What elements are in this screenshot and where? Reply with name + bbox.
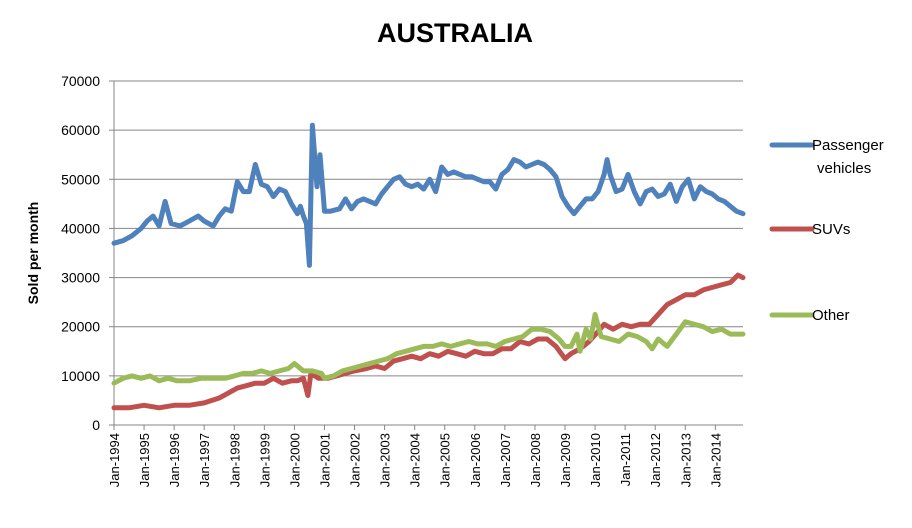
x-tick-label: Jan-2002	[348, 433, 363, 487]
y-tick-label: 30000	[61, 270, 100, 286]
x-tick-label: Jan-2000	[287, 433, 302, 487]
series-line-1	[111, 272, 746, 411]
y-tick-label: 50000	[61, 171, 100, 187]
x-tick-label: Jan-2011	[618, 433, 633, 486]
x-tick-label: Jan-2010	[588, 433, 603, 487]
x-tick-label: Jan-1994	[107, 433, 122, 487]
x-tick-label: Jan-2009	[558, 433, 573, 487]
x-tick-label: Jan-1995	[137, 433, 152, 487]
x-tick-label: Jan-2007	[498, 433, 513, 487]
y-tick-label: 40000	[61, 220, 100, 236]
x-tick-label: Jan-2014	[708, 433, 723, 487]
legend-label-0: Passenger vehicles	[812, 137, 884, 177]
y-tick-labels: 0 10000 20000 30000 40000 50000 60000 70000	[61, 73, 100, 433]
chart-title: AUSTRALIA	[377, 18, 533, 48]
x-tick-label: Jan-1997	[197, 433, 212, 487]
y-tick-label: 60000	[61, 122, 100, 138]
x-tick-label: Jan-1998	[227, 433, 242, 487]
legend-label-1: SUVs	[812, 221, 850, 238]
x-tick-label: Jan-2013	[678, 433, 693, 487]
y-tick-label: 0	[92, 417, 100, 433]
legend: Passenger vehicles SUVs Other	[769, 137, 884, 324]
x-tick-label: Jan-2008	[528, 433, 543, 487]
axes	[109, 80, 743, 430]
series-lines	[111, 122, 746, 411]
x-tick-label: Jan-1996	[167, 433, 182, 487]
x-tick-label: Jan-2003	[378, 433, 393, 487]
x-tick-label: Jan-2001	[317, 433, 332, 487]
y-tick-label: 20000	[61, 319, 100, 335]
y-tick-label: 10000	[61, 368, 100, 384]
y-axis-label: Sold per month	[25, 202, 41, 305]
legend-label-2: Other	[812, 307, 850, 324]
x-tick-label: Jan-2005	[438, 433, 453, 487]
x-tick-label: Jan-1999	[257, 433, 272, 487]
x-tick-labels: Jan-1994 Jan-1995 Jan-1996 Jan-1997 Jan-1998…	[107, 433, 723, 487]
x-tick-label: Jan-2006	[468, 433, 483, 487]
series-line-2	[111, 311, 746, 386]
x-tick-label: Jan-2004	[408, 433, 423, 487]
x-tick-label: Jan-2012	[648, 433, 663, 487]
y-tick-label: 70000	[61, 73, 100, 89]
gridlines	[114, 80, 743, 377]
series-line-0	[111, 122, 746, 268]
